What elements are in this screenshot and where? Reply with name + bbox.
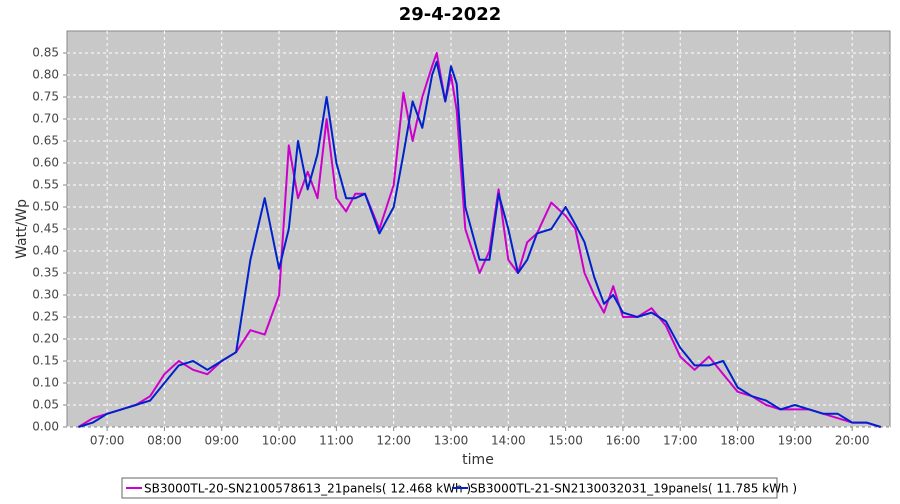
y-tick-label: 0.65	[32, 134, 59, 148]
y-tick-label: 0.45	[32, 222, 59, 236]
y-tick-label: 0.35	[32, 266, 59, 280]
x-tick-label: 12:00	[376, 434, 411, 448]
x-tick-label: 11:00	[319, 434, 354, 448]
x-tick-label: 20:00	[835, 434, 870, 448]
legend-label: SB3000TL-21-SN2130032031_19panels( 11.78…	[470, 482, 797, 496]
y-tick-label: 0.10	[32, 376, 59, 390]
x-tick-label: 07:00	[90, 434, 125, 448]
x-axis-label: time	[462, 452, 494, 468]
x-tick-label: 18:00	[720, 434, 755, 448]
x-tick-label: 13:00	[434, 434, 469, 448]
x-tick-label: 16:00	[606, 434, 641, 448]
y-tick-label: 0.05	[32, 398, 59, 412]
y-tick-label: 0.80	[32, 68, 59, 82]
y-tick-label: 0.70	[32, 112, 59, 126]
series-line	[78, 60, 882, 428]
y-tick-label: 0.85	[32, 46, 59, 60]
y-tick-label: 0.30	[32, 288, 59, 302]
x-tick-label: 10:00	[262, 434, 297, 448]
x-tick-label: 14:00	[491, 434, 526, 448]
y-tick-label: 0.60	[32, 156, 59, 170]
y-tick-label: 0.00	[32, 420, 59, 434]
y-axis-label: Watt/Wp	[14, 199, 30, 259]
x-tick-label: 08:00	[147, 434, 182, 448]
chart-title: 29-4-2022	[399, 4, 502, 25]
y-tick-label: 0.75	[32, 90, 59, 104]
y-tick-label: 0.50	[32, 200, 59, 214]
x-tick-label: 19:00	[778, 434, 813, 448]
legend-label: SB3000TL-20-SN2100578613_21panels( 12.46…	[144, 482, 471, 496]
series-line	[77, 52, 882, 428]
x-tick-label: 17:00	[663, 434, 698, 448]
y-tick-label: 0.15	[32, 354, 59, 368]
x-tick-label: 09:00	[204, 434, 239, 448]
y-tick-label: 0.25	[32, 310, 59, 324]
x-tick-label: 15:00	[548, 434, 583, 448]
y-tick-label: 0.20	[32, 332, 59, 346]
y-tick-label: 0.40	[32, 244, 59, 258]
legend-box	[121, 477, 778, 499]
y-tick-label: 0.55	[32, 178, 59, 192]
